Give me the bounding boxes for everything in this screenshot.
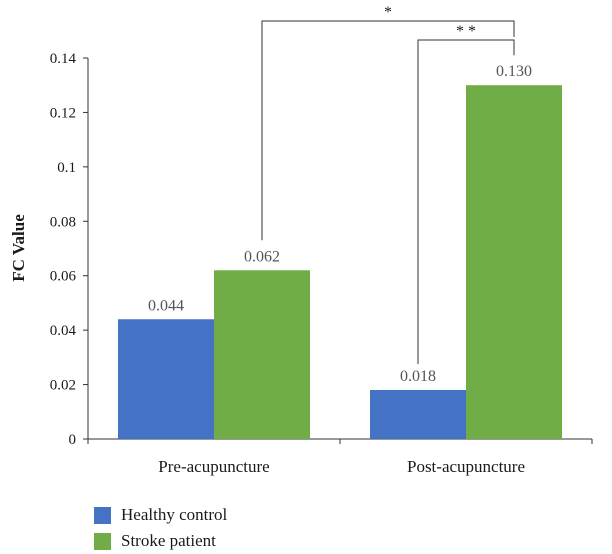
legend-swatch-healthy-control xyxy=(94,506,111,524)
axes: 0 0.02 0.04 0.06 0.08 0.1 0.12 0.14 Pre-acupunct… xyxy=(50,51,593,476)
legend-swatch-stroke-patient xyxy=(94,532,111,550)
y-tick-label: 0.14 xyxy=(50,51,77,67)
legend: Healthy control Stroke patient xyxy=(94,502,227,554)
bar xyxy=(214,270,310,439)
bar xyxy=(118,319,214,439)
significance-brackets: * * * xyxy=(261,4,515,365)
x-category-label: Pre-acupuncture xyxy=(158,457,269,476)
significance-label: * xyxy=(384,4,392,21)
y-tick-label: 0.04 xyxy=(50,323,77,339)
bars xyxy=(118,85,562,439)
data-label: 0.018 xyxy=(400,368,436,385)
legend-label-healthy-control: Healthy control xyxy=(121,505,228,524)
y-tick-label: 0.02 xyxy=(50,378,76,394)
significance-label: * * xyxy=(456,23,476,40)
bar xyxy=(466,85,562,439)
y-axis-label: FC Value xyxy=(9,214,28,282)
y-tick-label: 0.12 xyxy=(50,105,76,121)
significance-bracket-outer xyxy=(261,20,515,241)
y-tick-label: 0.08 xyxy=(50,214,76,230)
legend-item-stroke-patient: Stroke patient xyxy=(94,528,227,554)
data-label: 0.044 xyxy=(148,297,184,314)
y-tick-label: 0 xyxy=(69,432,77,448)
bar xyxy=(370,390,466,439)
y-tick-label: 0.1 xyxy=(57,160,76,176)
data-label: 0.130 xyxy=(496,63,532,80)
legend-item-healthy-control: Healthy control xyxy=(94,502,227,528)
x-category-label: Post-acupuncture xyxy=(407,457,525,476)
y-tick-label: 0.06 xyxy=(50,269,77,285)
significance-bracket-inner xyxy=(417,39,515,365)
data-labels: 0.044 0.062 0.018 0.130 xyxy=(148,63,532,385)
data-label: 0.062 xyxy=(244,248,280,265)
legend-label-stroke-patient: Stroke patient xyxy=(121,531,216,550)
